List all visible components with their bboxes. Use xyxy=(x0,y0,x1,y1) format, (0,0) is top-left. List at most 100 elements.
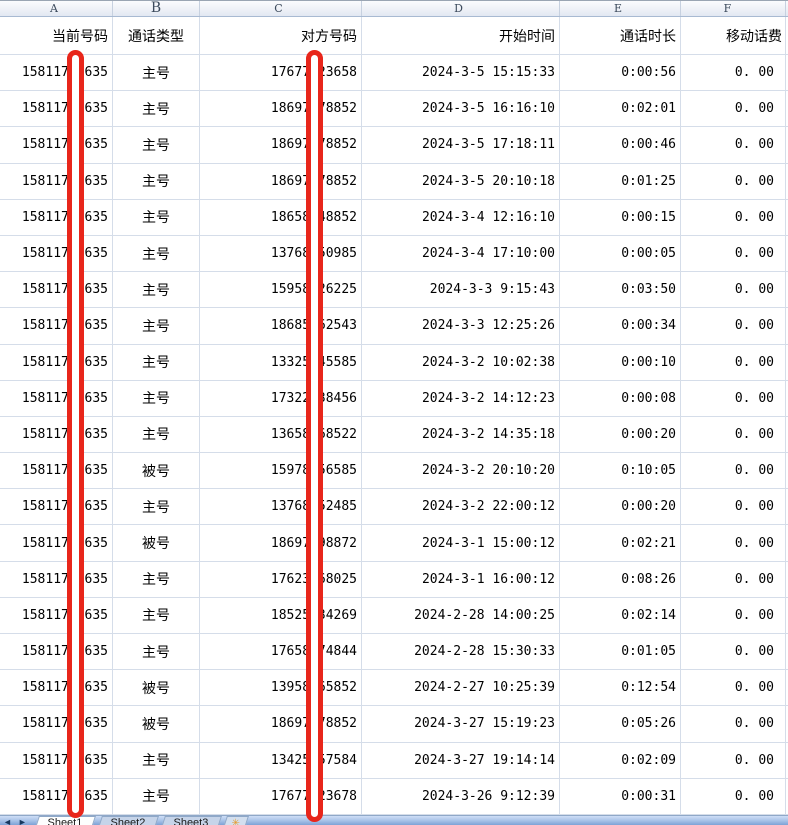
cell-start-time[interactable]: 2024-3-1 16:00:12 xyxy=(362,561,560,598)
cell-fee[interactable]: 0. 00 xyxy=(681,453,786,490)
cell-current-number[interactable]: 15811753635 xyxy=(0,416,113,454)
cell-start-time[interactable]: 2024-3-3 9:15:43 xyxy=(362,272,560,309)
cell-call-type[interactable]: 主号 xyxy=(113,163,200,200)
cell-duration[interactable]: 0:00:34 xyxy=(560,308,681,345)
cell-other-number[interactable]: 17658474844 xyxy=(200,634,362,671)
cell-other-number[interactable]: 13768252485 xyxy=(200,489,362,526)
cell-other-number[interactable]: 13658568522 xyxy=(200,416,362,454)
cell-other-number[interactable]: 18658548852 xyxy=(200,199,362,236)
tab-sheet2[interactable]: Sheet2 xyxy=(95,816,159,825)
cell-duration[interactable]: 0:01:05 xyxy=(560,634,681,671)
cell-duration[interactable]: 0:00:20 xyxy=(560,489,681,526)
cell-current-number[interactable]: 15811753635 xyxy=(0,778,113,815)
cell-fee[interactable]: 0. 00 xyxy=(681,634,786,671)
cell-other-number[interactable]: 18697378852 xyxy=(200,163,362,200)
empty-cell[interactable] xyxy=(786,525,788,562)
empty-cell[interactable] xyxy=(786,308,788,345)
cell-current-number[interactable]: 15811753635 xyxy=(0,127,113,164)
empty-cell[interactable] xyxy=(786,634,788,671)
cell-current-number[interactable]: 15811753635 xyxy=(0,308,113,345)
column-header-e[interactable]: E xyxy=(560,1,681,16)
cell-current-number[interactable]: 15811753635 xyxy=(0,344,113,381)
cell-current-number[interactable]: 15811753635 xyxy=(0,380,113,417)
empty-cell[interactable] xyxy=(786,381,788,417)
empty-cell[interactable] xyxy=(786,127,788,164)
cell-fee[interactable]: 0. 00 xyxy=(681,199,786,236)
cell-fee[interactable]: 0. 00 xyxy=(681,55,786,92)
cell-start-time[interactable]: 2024-3-2 14:35:18 xyxy=(362,416,560,454)
cell-start-time[interactable]: 2024-3-4 12:16:10 xyxy=(362,199,560,236)
cell-other-number[interactable]: 13325545585 xyxy=(200,344,362,381)
cell-duration[interactable]: 0:03:50 xyxy=(560,272,681,309)
empty-cell[interactable] xyxy=(786,236,788,273)
cell-call-type[interactable]: 被号 xyxy=(113,706,200,743)
header-mobile-fee[interactable]: 移动话费 xyxy=(681,17,786,55)
cell-start-time[interactable]: 2024-3-26 9:12:39 xyxy=(362,778,560,815)
empty-cell[interactable] xyxy=(786,598,788,634)
cell-current-number[interactable]: 15811753635 xyxy=(0,670,113,707)
empty-cell[interactable] xyxy=(786,91,788,128)
empty-cell[interactable] xyxy=(786,562,788,598)
empty-cell[interactable] xyxy=(786,706,788,743)
cell-current-number[interactable]: 15811753635 xyxy=(0,235,113,273)
cell-duration[interactable]: 0:02:14 xyxy=(560,597,681,634)
cell-fee[interactable]: 0. 00 xyxy=(681,489,786,526)
prev-sheet-icon[interactable]: ◄ xyxy=(3,817,12,825)
cell-other-number[interactable]: 18685562543 xyxy=(200,308,362,345)
header-start-time[interactable]: 开始时间 xyxy=(362,17,560,55)
cell-current-number[interactable]: 15811753635 xyxy=(0,163,113,200)
cell-fee[interactable]: 0. 00 xyxy=(681,308,786,345)
cell-fee[interactable]: 0. 00 xyxy=(681,91,786,128)
cell-current-number[interactable]: 15811753635 xyxy=(0,561,113,598)
empty-cell[interactable] xyxy=(786,272,788,309)
column-header-c[interactable]: C xyxy=(200,1,362,16)
empty-cell[interactable] xyxy=(786,200,788,236)
cell-start-time[interactable]: 2024-2-27 10:25:39 xyxy=(362,670,560,707)
cell-other-number[interactable]: 18697378852 xyxy=(200,91,362,128)
cell-start-time[interactable]: 2024-3-27 15:19:23 xyxy=(362,706,560,743)
cell-other-number[interactable]: 18525534269 xyxy=(200,597,362,634)
cell-other-number[interactable]: 18697378852 xyxy=(200,127,362,164)
cell-duration[interactable]: 0:00:46 xyxy=(560,127,681,164)
tab-sheet3[interactable]: Sheet3 xyxy=(158,816,222,825)
cell-fee[interactable]: 0. 00 xyxy=(681,272,786,309)
cell-current-number[interactable]: 15811753635 xyxy=(0,597,113,634)
insert-worksheet-icon[interactable]: ✳ xyxy=(221,816,250,825)
redaction-bar-column-a[interactable] xyxy=(67,50,84,818)
cell-fee[interactable]: 0. 00 xyxy=(681,706,786,743)
cell-call-type[interactable]: 被号 xyxy=(113,525,200,562)
cell-current-number[interactable]: 15811753635 xyxy=(0,489,113,526)
next-sheet-icon[interactable]: ► xyxy=(17,817,27,825)
empty-cell[interactable] xyxy=(786,670,788,707)
cell-fee[interactable]: 0. 00 xyxy=(681,597,786,634)
empty-cell[interactable] xyxy=(786,164,788,200)
cell-fee[interactable]: 0. 00 xyxy=(681,778,786,815)
cell-other-number[interactable]: 17623568025 xyxy=(200,561,362,598)
cell-start-time[interactable]: 2024-3-1 15:00:12 xyxy=(362,525,560,562)
redaction-bar-column-c[interactable] xyxy=(306,50,323,822)
cell-fee[interactable]: 0. 00 xyxy=(681,670,786,707)
cell-call-type[interactable]: 主号 xyxy=(113,416,200,454)
cell-fee[interactable]: 0. 00 xyxy=(681,525,786,562)
cell-current-number[interactable]: 15811753635 xyxy=(0,453,113,490)
cell-start-time[interactable]: 2024-3-3 12:25:26 xyxy=(362,308,560,345)
cell-call-type[interactable]: 主号 xyxy=(113,235,200,273)
cell-other-number[interactable]: 17677123678 xyxy=(200,778,362,815)
header-duration[interactable]: 通话时长 xyxy=(560,17,681,55)
cell-start-time[interactable]: 2024-3-4 17:10:00 xyxy=(362,235,560,273)
cell-fee[interactable]: 0. 00 xyxy=(681,742,786,779)
cell-other-number[interactable]: 18697378852 xyxy=(200,706,362,743)
cell-current-number[interactable]: 15811753635 xyxy=(0,634,113,671)
cell-call-type[interactable]: 主号 xyxy=(113,91,200,128)
header-current-number[interactable]: 当前号码 xyxy=(0,17,113,55)
column-header-b[interactable]: B xyxy=(113,1,200,16)
cell-start-time[interactable]: 2024-2-28 14:00:25 xyxy=(362,597,560,634)
cell-duration[interactable]: 0:02:21 xyxy=(560,525,681,562)
cell-other-number[interactable]: 17677123658 xyxy=(200,55,362,92)
cell-start-time[interactable]: 2024-3-5 17:18:11 xyxy=(362,127,560,164)
cell-start-time[interactable]: 2024-3-5 16:16:10 xyxy=(362,91,560,128)
cell-fee[interactable]: 0. 00 xyxy=(681,380,786,417)
column-header-f[interactable]: F xyxy=(681,1,786,16)
cell-duration[interactable]: 0:05:26 xyxy=(560,706,681,743)
empty-cell[interactable] xyxy=(786,779,788,815)
